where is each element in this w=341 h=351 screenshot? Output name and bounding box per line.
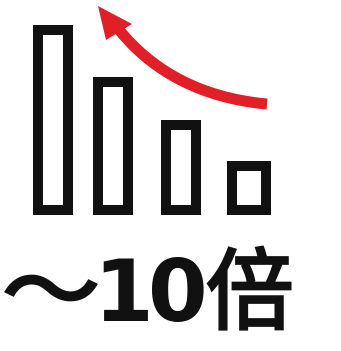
caption-number: 10 [94,242,208,342]
bar-4 [227,161,271,215]
caption-text: 〜 10 倍 [0,236,341,348]
decreasing-bar-chart-icon [33,6,271,215]
bar-1 [33,25,73,215]
bar-3 [161,120,201,215]
bar-2 [93,77,133,215]
arrow-curve [111,22,268,110]
arrow-head-icon [98,6,132,40]
caption-unit: 倍 [205,240,294,343]
caption-tilde: 〜 [2,240,100,344]
